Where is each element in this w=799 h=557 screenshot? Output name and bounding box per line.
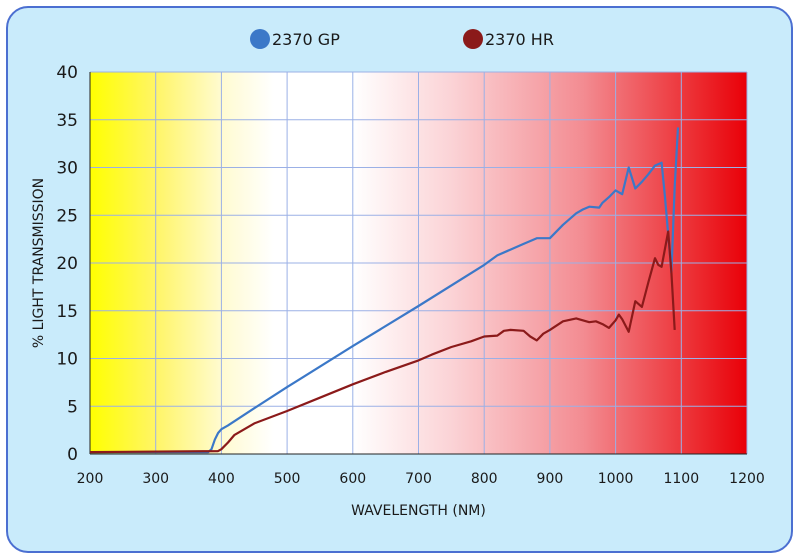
tick-labels: 200 300 400 500 600 700 800 900 1000 1100 1200 0 5 10… — [56, 63, 764, 487]
y-tick-label: 15 — [56, 302, 78, 322]
y-tick-label: 0 — [67, 445, 78, 465]
x-tick-label: 600 — [339, 471, 366, 487]
x-tick-label: 700 — [405, 471, 432, 487]
legend-label-2370-hr: 2370 HR — [485, 30, 554, 49]
x-tick-label: 1100 — [663, 471, 699, 487]
y-tick-label: 10 — [56, 350, 78, 370]
series-lines — [89, 127, 680, 454]
y-tick-label: 35 — [56, 111, 78, 131]
series-line-2370-hr — [89, 230, 676, 454]
legend: 2370 GP 2370 HR — [250, 29, 554, 49]
x-tick-label: 1000 — [598, 471, 634, 487]
x-tick-label: 800 — [471, 471, 498, 487]
y-tick-label: 20 — [56, 254, 78, 274]
x-tick-label: 1200 — [729, 471, 765, 487]
y-tick-label: 30 — [56, 159, 78, 179]
x-tick-label: 500 — [274, 471, 301, 487]
series-line-2370-gp — [90, 127, 680, 454]
y-tick-label: 5 — [67, 397, 78, 417]
legend-label-2370-gp: 2370 GP — [272, 30, 340, 49]
y-tick-label: 25 — [56, 206, 78, 226]
x-axis-label: WAVELENGTH (NM) — [351, 503, 486, 519]
legend-marker-2370-gp — [250, 29, 270, 49]
x-tick-label: 300 — [142, 471, 169, 487]
gridlines — [89, 71, 748, 455]
x-tick-label: 400 — [208, 471, 235, 487]
y-tick-label: 40 — [56, 63, 78, 83]
legend-marker-2370-hr — [463, 29, 483, 49]
x-tick-label: 200 — [77, 471, 104, 487]
x-tick-label: 900 — [537, 471, 564, 487]
y-axis-label: % LIGHT TRANSMISSION — [31, 178, 47, 348]
axes — [89, 72, 747, 455]
